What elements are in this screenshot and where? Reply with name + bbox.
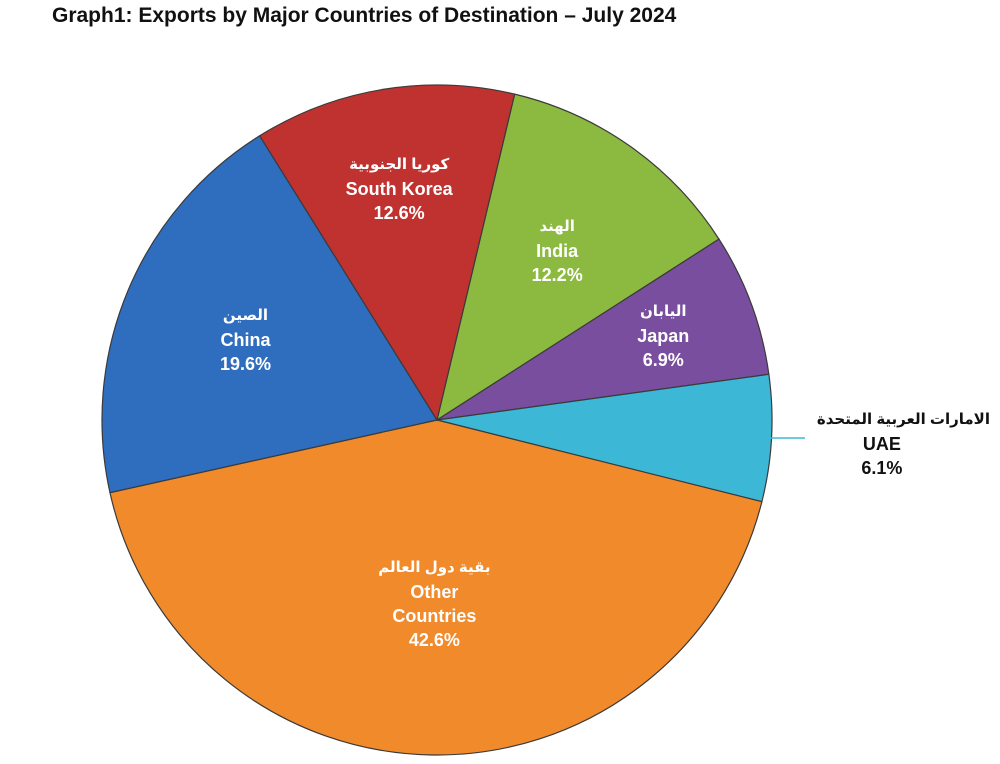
value-label: 6.9%: [642, 350, 684, 371]
pie-slice: [436, 238, 770, 421]
category-label: South Korea: [345, 178, 453, 199]
category-label: China: [220, 329, 271, 350]
value-label: 12.6%: [373, 202, 425, 223]
arabic-label: الهند: [539, 217, 575, 235]
category-label: India: [536, 240, 579, 261]
arabic-label: اليابان: [639, 303, 687, 321]
value-label: 6.1%: [861, 458, 903, 479]
arabic-label: بقية دول العالم: [378, 559, 491, 577]
arabic-label: الامارات العربية المتحدة: [816, 411, 990, 429]
value-label: 12.2%: [531, 264, 583, 285]
category-label: UAE: [862, 434, 901, 455]
arabic-label: الصين: [222, 306, 269, 324]
value-label: 42.6%: [408, 630, 460, 651]
slice-label: بقية دول العالم Other Countries 42.6%: [369, 556, 499, 652]
slice-label: الامارات العربية المتحدة UAE 6.1%: [816, 408, 990, 480]
pie-slice: [258, 84, 516, 422]
category-label: Other Countries: [392, 582, 477, 627]
slice-label: اليابان Japan 6.9%: [637, 300, 689, 372]
slice-label: كوريا الجنوبية South Korea 12.6%: [346, 153, 453, 225]
pie-slice: [101, 134, 438, 494]
arabic-label: كوريا الجنوبية: [349, 155, 450, 173]
category-label: Japan: [637, 326, 690, 347]
slice-label: الهند India 12.2%: [532, 215, 583, 287]
chart-title: Graph1: Exports by Major Countries of De…: [52, 4, 677, 27]
slice-label: الصين China 19.6%: [220, 304, 271, 376]
pie-slice: [436, 93, 720, 422]
value-label: 19.6%: [219, 353, 271, 374]
pie-slice: [109, 419, 763, 756]
